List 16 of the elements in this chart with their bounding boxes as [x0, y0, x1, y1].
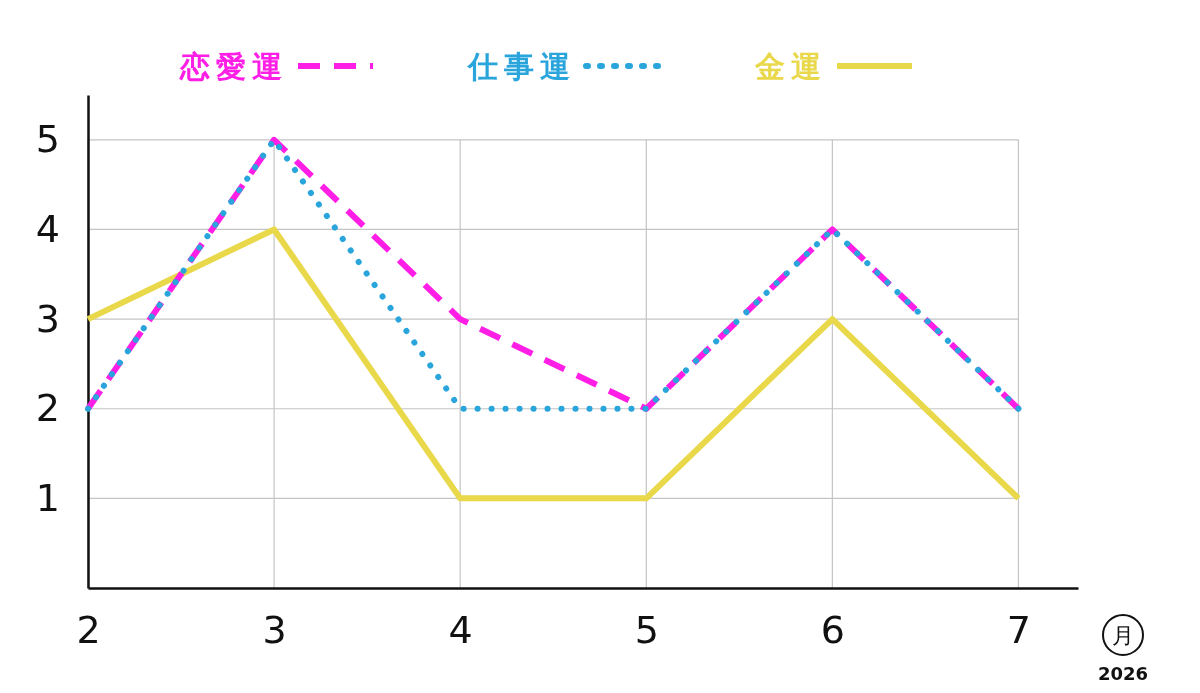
- y-tick-label: 5: [35, 117, 60, 162]
- x-axis-title: 月: [1112, 623, 1134, 648]
- y-tick-label: 3: [35, 296, 60, 341]
- legend-label: 恋愛運: [179, 49, 288, 84]
- x-tick-label: 4: [448, 607, 473, 652]
- x-tick-label: 2: [76, 607, 101, 652]
- y-tick-label: 1: [35, 476, 60, 521]
- x-tick-label: 3: [262, 607, 287, 652]
- x-tick-label: 6: [820, 607, 845, 652]
- text: 2026: [1097, 663, 1149, 684]
- legend-label: 金運: [754, 49, 827, 84]
- x-tick-label: 7: [1006, 607, 1032, 652]
- y-tick-label: 4: [35, 207, 60, 252]
- y-tick-label: 2: [35, 386, 60, 431]
- legend-label: 仕事運: [466, 49, 576, 84]
- x-tick-label: 5: [634, 607, 659, 652]
